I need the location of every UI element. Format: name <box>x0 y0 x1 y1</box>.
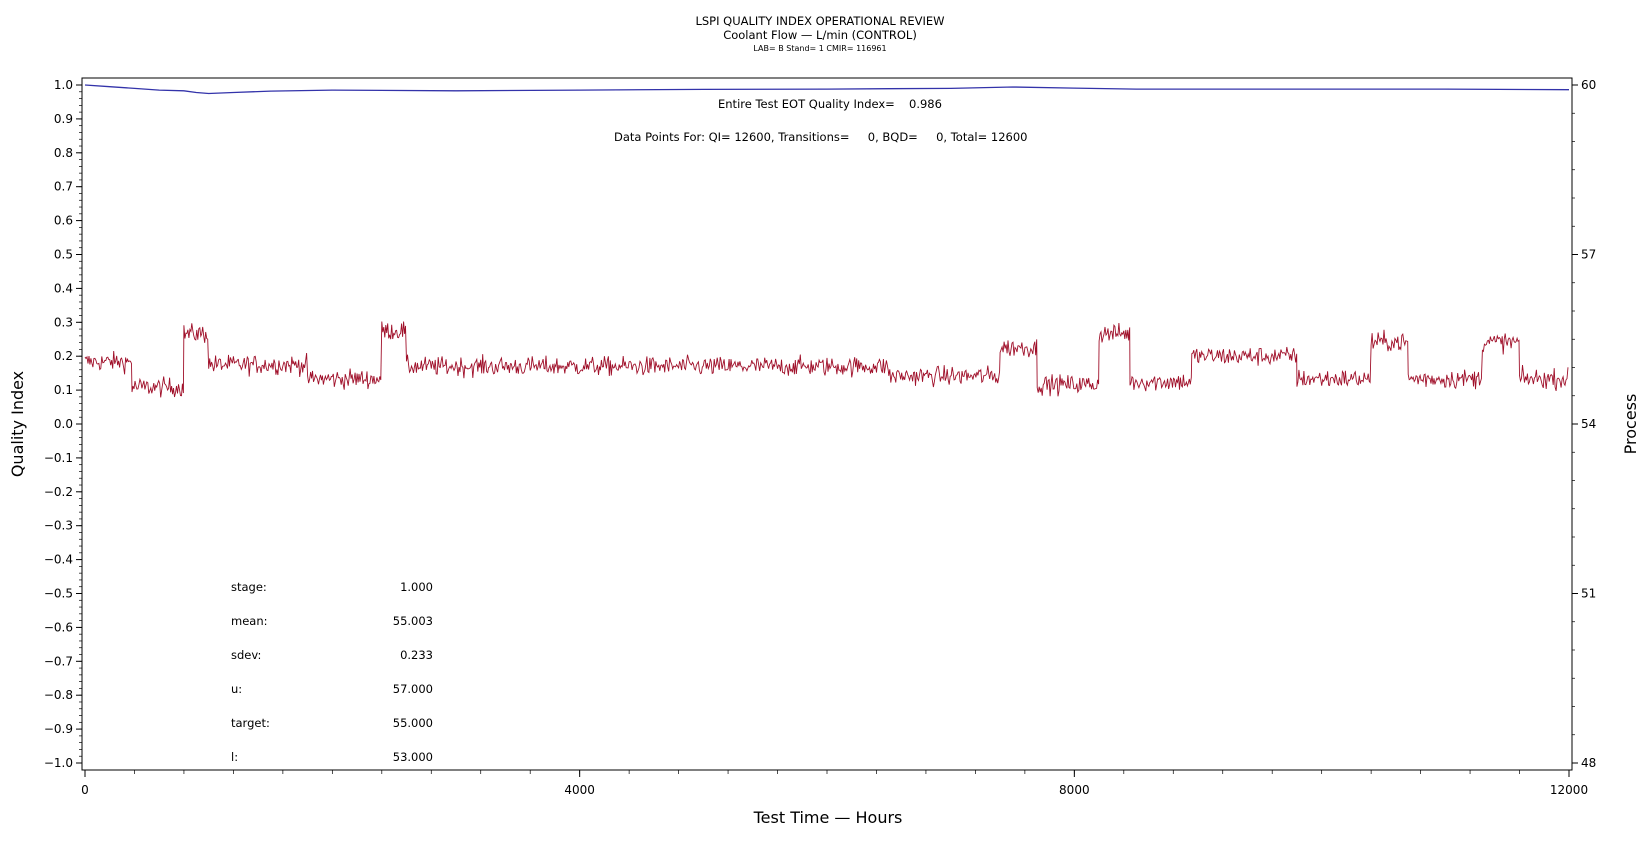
plot-frame <box>81 77 1573 771</box>
y2-tick-label: 48 <box>1581 756 1596 770</box>
eot-value: 0.986 <box>909 97 942 111</box>
stat-label: stage: <box>231 580 267 594</box>
y-axis-left: 1.0 0.9 0.8 0.7 0.6 0.5 0.4 0.3 0.2 0.1 0.0 −0.1 −0.… <box>44 78 82 770</box>
y-tick-label: 0.7 <box>54 180 73 194</box>
y2-tick-label: 57 <box>1581 248 1596 262</box>
y-tick-label: −1.0 <box>44 756 73 770</box>
data-points-line: Data Points For: QI= 12600, Transitions=… <box>614 130 1027 144</box>
chart-subtitle: Coolant Flow — L/min (CONTROL) <box>723 28 917 42</box>
series-quality-index-line <box>84 84 1570 95</box>
eot-label: Entire Test EOT Quality Index= <box>718 97 895 111</box>
x-tick-label: 4000 <box>564 783 595 797</box>
stats-block: stage: 1.000 mean: 55.003 sdev: 0.233 u: 57.000… <box>231 580 433 764</box>
y2-tick-label: 60 <box>1581 78 1596 92</box>
y-tick-label: −0.7 <box>44 654 73 668</box>
y2-tick-label: 54 <box>1581 417 1596 431</box>
stat-value: 53.000 <box>393 750 433 764</box>
y-tick-label: 0.2 <box>54 349 73 363</box>
stat-value: 1.000 <box>400 580 433 594</box>
y-tick-label: 0.6 <box>54 214 73 228</box>
stat-value: 0.233 <box>400 648 433 662</box>
y-tick-label: −0.8 <box>44 688 73 702</box>
y-tick-label: 0.3 <box>54 315 73 329</box>
y-tick-label: 0.1 <box>54 383 73 397</box>
y-tick-label: 0.5 <box>54 248 73 262</box>
y-tick-label: 0.9 <box>54 112 73 126</box>
stat-label: target: <box>231 716 270 730</box>
stat-value: 55.000 <box>393 716 433 730</box>
y-tick-label: −0.2 <box>44 485 73 499</box>
y-tick-label: −0.9 <box>44 722 73 736</box>
x-axis-title: Test Time — Hours <box>753 808 903 827</box>
y-tick-label: 1.0 <box>54 78 73 92</box>
y2-axis-title: Process <box>1621 394 1640 455</box>
stat-label: sdev: <box>231 648 261 662</box>
stat-value: 57.000 <box>393 682 433 696</box>
stat-label: l: <box>231 750 238 764</box>
y-tick-label: 0.0 <box>54 417 73 431</box>
x-tick-label: 8000 <box>1059 783 1090 797</box>
y2-tick-label: 51 <box>1581 587 1596 601</box>
stat-label: u: <box>231 682 242 696</box>
chart-title: LSPI QUALITY INDEX OPERATIONAL REVIEW <box>695 14 944 28</box>
y-tick-label: 0.8 <box>54 146 73 160</box>
y-axis-title: Quality Index <box>8 371 27 477</box>
y-axis-right: 60 57 54 51 48 <box>1572 78 1596 770</box>
stat-label: mean: <box>231 614 268 628</box>
series-layer <box>84 84 1570 398</box>
y-tick-label: −0.6 <box>44 620 73 634</box>
y-tick-label: −0.4 <box>44 553 73 567</box>
stat-value: 55.003 <box>393 614 433 628</box>
x-axis: 0 4000 8000 12000 <box>81 770 1588 797</box>
y-tick-label: 0.4 <box>54 281 73 295</box>
series-process-line <box>84 321 1569 398</box>
x-tick-label: 0 <box>81 783 89 797</box>
y-tick-label: −0.1 <box>44 451 73 465</box>
x-tick-label: 12000 <box>1550 783 1588 797</box>
chart-subtitle-2: LAB= B Stand= 1 CMIR= 116961 <box>753 44 886 53</box>
y-tick-label: −0.3 <box>44 519 73 533</box>
y-tick-label: −0.5 <box>44 587 73 601</box>
